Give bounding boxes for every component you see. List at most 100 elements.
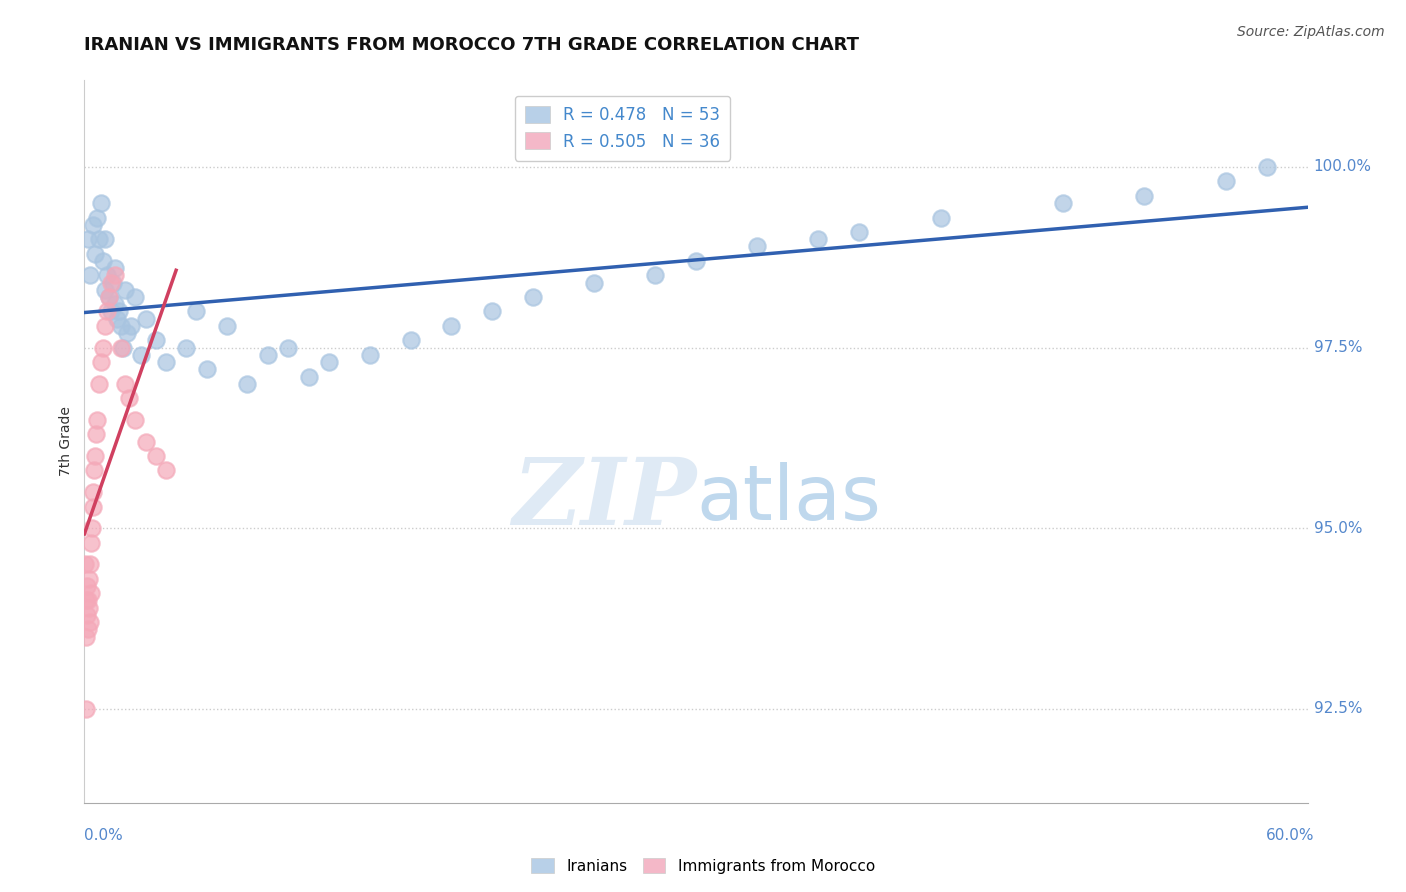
Point: [83, 246, 105, 260]
Point: [87, 376, 110, 391]
Point: [236, 376, 259, 391]
Point: [644, 268, 666, 283]
Point: [318, 355, 340, 369]
Point: [82, 218, 104, 232]
Text: atlas: atlas: [696, 462, 880, 536]
Point: [82, 485, 104, 500]
Text: Source: ZipAtlas.com: Source: ZipAtlas.com: [1237, 25, 1385, 39]
Point: [135, 311, 157, 326]
Point: [86, 211, 108, 225]
Point: [108, 304, 131, 318]
Point: [110, 341, 132, 355]
Point: [120, 318, 142, 333]
Point: [1052, 196, 1074, 211]
Point: [77, 232, 100, 246]
Text: 100.0%: 100.0%: [1313, 160, 1372, 175]
Point: [277, 341, 299, 355]
Point: [79, 572, 101, 586]
Point: [298, 369, 321, 384]
Point: [79, 558, 101, 572]
Legend: R = 0.478   N = 53, R = 0.505   N = 36: R = 0.478 N = 53, R = 0.505 N = 36: [515, 95, 730, 161]
Legend: Iranians, Immigrants from Morocco: Iranians, Immigrants from Morocco: [524, 852, 882, 880]
Point: [522, 290, 544, 304]
Point: [155, 463, 177, 477]
Point: [115, 326, 138, 341]
Point: [75, 593, 97, 607]
Point: [582, 276, 605, 290]
Point: [101, 276, 124, 290]
Point: [90, 355, 112, 369]
Point: [145, 449, 167, 463]
Point: [86, 413, 108, 427]
Point: [91, 254, 114, 268]
Point: [93, 318, 115, 333]
Point: [440, 318, 463, 333]
Point: [77, 593, 100, 607]
Text: 97.5%: 97.5%: [1313, 340, 1362, 355]
Point: [124, 413, 146, 427]
Point: [114, 376, 136, 391]
Point: [745, 239, 768, 253]
Text: ZIP: ZIP: [512, 454, 696, 544]
Point: [114, 283, 136, 297]
Point: [145, 334, 167, 348]
Point: [82, 500, 104, 514]
Point: [104, 297, 127, 311]
Point: [75, 630, 97, 644]
Point: [929, 211, 952, 225]
Point: [82, 521, 104, 535]
Point: [131, 348, 153, 362]
Point: [155, 355, 177, 369]
Y-axis label: 7th Grade: 7th Grade: [59, 407, 73, 476]
Point: [195, 362, 218, 376]
Point: [100, 304, 122, 318]
Point: [90, 196, 112, 211]
Point: [399, 334, 422, 348]
Point: [97, 290, 120, 304]
Point: [110, 318, 132, 333]
Point: [1256, 160, 1278, 174]
Point: [100, 276, 122, 290]
Point: [481, 304, 503, 318]
Point: [93, 232, 115, 246]
Point: [359, 348, 381, 362]
Point: [848, 225, 870, 239]
Point: [77, 600, 100, 615]
Point: [1133, 189, 1156, 203]
Point: [96, 304, 118, 318]
Point: [105, 311, 128, 326]
Text: 0.0%: 0.0%: [84, 828, 124, 843]
Point: [174, 341, 197, 355]
Text: 95.0%: 95.0%: [1313, 521, 1362, 536]
Point: [84, 427, 107, 442]
Text: IRANIAN VS IMMIGRANTS FROM MOROCCO 7TH GRADE CORRELATION CHART: IRANIAN VS IMMIGRANTS FROM MOROCCO 7TH G…: [84, 36, 859, 54]
Point: [257, 348, 280, 362]
Point: [80, 535, 103, 549]
Point: [79, 268, 101, 283]
Point: [104, 261, 127, 276]
Point: [76, 607, 98, 622]
Point: [77, 623, 100, 637]
Point: [807, 232, 830, 246]
Text: 60.0%: 60.0%: [1267, 828, 1315, 843]
Point: [685, 254, 707, 268]
Point: [93, 283, 115, 297]
Point: [124, 290, 146, 304]
Point: [1215, 174, 1237, 188]
Point: [96, 268, 118, 283]
Point: [112, 341, 135, 355]
Point: [76, 579, 98, 593]
Text: 92.5%: 92.5%: [1313, 701, 1362, 716]
Point: [97, 290, 120, 304]
Point: [135, 434, 157, 449]
Point: [91, 341, 114, 355]
Point: [83, 463, 105, 477]
Point: [80, 586, 103, 600]
Point: [186, 304, 208, 318]
Point: [75, 702, 97, 716]
Point: [79, 615, 101, 630]
Point: [87, 232, 110, 246]
Point: [118, 391, 141, 405]
Point: [83, 449, 105, 463]
Point: [217, 318, 239, 333]
